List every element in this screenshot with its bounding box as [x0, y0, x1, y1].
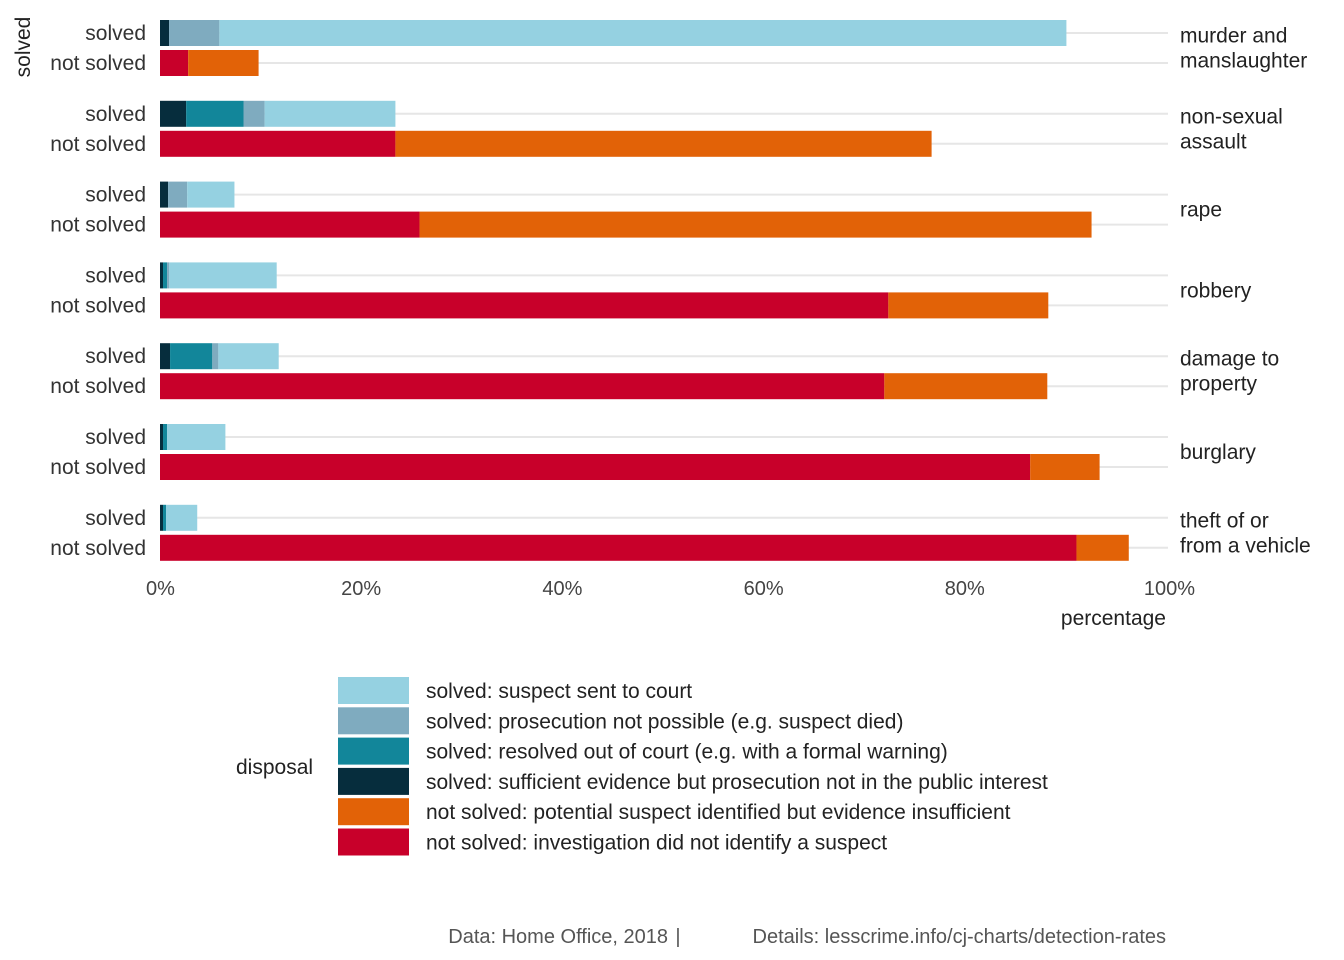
- bar-segment: [160, 534, 1077, 561]
- facet-label: assault: [1180, 130, 1247, 153]
- x-tick-label: 80%: [945, 578, 985, 600]
- bar-segment: [884, 373, 1048, 400]
- caption-details: Details: lesscrime.info/cj-charts/detect…: [753, 926, 1166, 948]
- bar-segment: [160, 100, 187, 127]
- bar-segment: [168, 181, 188, 208]
- legend-swatch: [338, 737, 409, 765]
- legend-swatch: [338, 798, 409, 826]
- bar-segment: [160, 50, 189, 76]
- row-label-not-solved: not solved: [50, 375, 146, 398]
- bar-segment: [1030, 454, 1100, 480]
- row-label-solved: solved: [85, 22, 146, 45]
- bar-segment: [888, 292, 1049, 319]
- x-axis-title: percentage: [1061, 607, 1166, 630]
- bar-segment: [167, 262, 170, 289]
- bar-segment: [419, 211, 1092, 238]
- facet-label: damage to: [1180, 348, 1279, 371]
- legend-item-label: solved: suspect sent to court: [426, 680, 692, 703]
- bar-segment: [163, 424, 168, 450]
- legend-item-label: not solved: potential suspect identified…: [426, 801, 1011, 824]
- facet-label: property: [1180, 373, 1258, 396]
- bar-segment: [395, 130, 932, 157]
- legend-title: disposal: [236, 756, 313, 779]
- bar-segment: [166, 504, 198, 531]
- caption-separator: |: [675, 926, 680, 948]
- x-tick-label: 100%: [1144, 578, 1195, 600]
- facet-label: murder and: [1180, 25, 1287, 48]
- bar-segment: [188, 50, 259, 76]
- facet-label: burglary: [1180, 441, 1256, 464]
- bar-segment: [160, 373, 885, 400]
- legend-swatch: [338, 828, 409, 856]
- bar-segment: [243, 100, 265, 127]
- facet-label: manslaughter: [1180, 50, 1307, 73]
- row-label-solved: solved: [85, 426, 146, 449]
- bar-segment: [160, 262, 164, 289]
- y-axis-title: solved: [12, 17, 35, 78]
- row-label-solved: solved: [85, 184, 146, 207]
- row-label-solved: solved: [85, 507, 146, 530]
- legend-item-label: solved: sufficient evidence but prosecut…: [426, 771, 1048, 794]
- legend-item-label: not solved: investigation did not identi…: [426, 832, 887, 855]
- bar-segment: [169, 20, 220, 46]
- row-label-not-solved: not solved: [50, 294, 146, 317]
- x-tick-label: 40%: [542, 578, 582, 600]
- facet-label: non-sexual: [1180, 105, 1283, 128]
- legend-swatch: [338, 707, 409, 735]
- caption-source: Data: Home Office, 2018: [448, 926, 668, 948]
- caption: Data: Home Office, 2018 | Details: lessc…: [448, 926, 1166, 948]
- x-axis-ticks: 0% 20% 40% 60% 80% 100%: [146, 578, 1195, 600]
- legend-swatch: [338, 677, 409, 704]
- bar-segment: [1076, 534, 1129, 561]
- bar-segment: [163, 504, 167, 531]
- bar-segment: [160, 343, 171, 370]
- bar-segment: [160, 424, 164, 450]
- bar-segment: [160, 130, 396, 157]
- bar-segment: [219, 20, 1067, 46]
- bar-segment: [218, 343, 279, 370]
- bar-segment: [160, 292, 889, 319]
- bar-segment: [170, 343, 213, 370]
- bar-segment: [186, 100, 244, 127]
- legend-item-label: solved: prosecution not possible (e.g. s…: [426, 710, 903, 733]
- bar-segment: [167, 424, 226, 450]
- row-label-solved: solved: [85, 264, 146, 287]
- legend: disposal solved: suspect sent to court so…: [236, 677, 1048, 856]
- legend-swatch: [338, 767, 409, 795]
- bar-segment: [160, 181, 169, 208]
- facet-label: from a vehicle: [1180, 534, 1311, 557]
- row-label-not-solved: not solved: [50, 537, 146, 560]
- bars: [160, 20, 1129, 561]
- x-tick-label: 20%: [341, 578, 381, 600]
- bar-segment: [163, 262, 168, 289]
- bar-segment: [264, 100, 396, 127]
- bar-segment: [160, 20, 170, 46]
- bar-segment: [160, 211, 420, 238]
- facet-label: rape: [1180, 199, 1222, 222]
- facet-label: robbery: [1180, 279, 1252, 302]
- row-label-not-solved: not solved: [50, 214, 146, 237]
- x-tick-label: 60%: [744, 578, 784, 600]
- row-label-solved: solved: [85, 103, 146, 126]
- facet-label: theft of or: [1180, 509, 1269, 532]
- bar-segment: [212, 343, 219, 370]
- bar-segment: [160, 454, 1031, 480]
- row-label-not-solved: not solved: [50, 456, 146, 479]
- row-label-not-solved: not solved: [50, 52, 146, 75]
- bar-segment: [169, 262, 277, 289]
- x-tick-label: 0%: [146, 578, 175, 600]
- row-label-not-solved: not solved: [50, 133, 146, 156]
- bar-segment: [160, 504, 164, 531]
- bar-segment: [187, 181, 235, 208]
- legend-item-label: solved: resolved out of court (e.g. with…: [426, 741, 948, 764]
- row-labels: solved not solved solved not solved solved no…: [50, 22, 146, 560]
- row-label-solved: solved: [85, 345, 146, 368]
